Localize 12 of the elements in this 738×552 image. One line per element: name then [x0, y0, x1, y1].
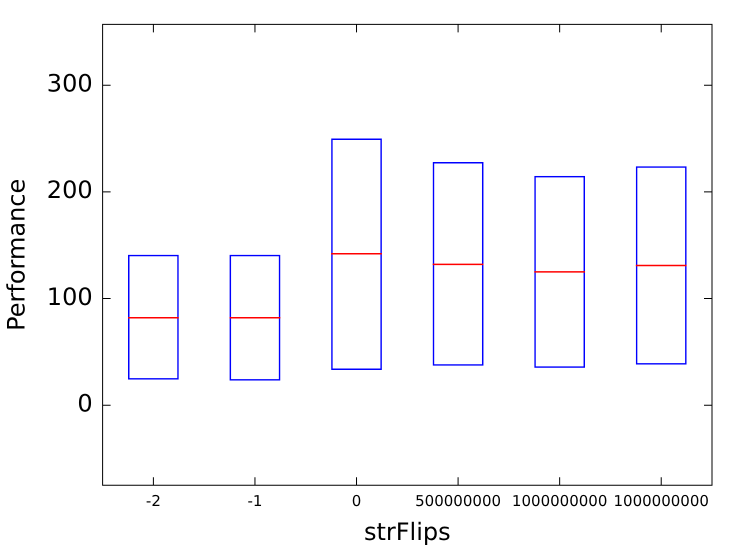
- y-tick-label: 200: [46, 176, 93, 204]
- x-tick-label: 0: [352, 492, 362, 510]
- x-tick-label: 1000000000: [512, 492, 608, 510]
- x-tick-label: -1: [247, 492, 262, 510]
- x-tick-label: 500000000: [415, 492, 502, 510]
- x-tick-label: -2: [146, 492, 161, 510]
- y-tick-label: 100: [46, 282, 93, 311]
- y-tick-label: 300: [46, 69, 93, 98]
- y-axis-title: Performance: [2, 178, 31, 331]
- x-axis-title: strFlips: [364, 518, 451, 546]
- y-tick-label: 0: [77, 389, 93, 418]
- x-tick-label: 1000000000: [614, 492, 709, 510]
